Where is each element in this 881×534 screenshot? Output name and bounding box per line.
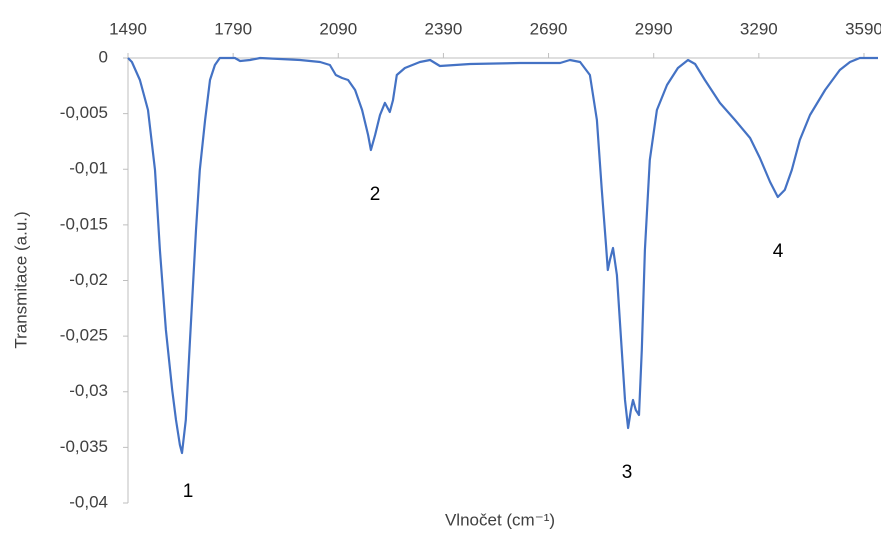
y-axis-label: Transmitace (a.u.)	[11, 211, 30, 348]
x-axis-label: Vlnočet (cm⁻¹)	[445, 510, 555, 529]
peak-label: 2	[370, 184, 381, 205]
x-tick-label: 2990	[635, 19, 673, 38]
y-tick-label: -0,04	[69, 492, 108, 511]
x-tick-label: 2090	[319, 19, 357, 38]
y-tick-label: -0,02	[69, 270, 108, 289]
x-tick-label: 2390	[425, 19, 463, 38]
y-tick-label: -0,025	[60, 326, 108, 345]
x-tick-label: 1490	[109, 19, 147, 38]
peak-label: 1	[183, 481, 194, 502]
y-tick-label: -0,01	[69, 159, 108, 178]
series-line	[127, 56, 878, 455]
y-tick-label: -0,035	[60, 437, 108, 456]
y-tick-label: -0,015	[60, 214, 108, 233]
x-tick-label: 1790	[214, 19, 252, 38]
y-tick-label: -0,005	[60, 103, 108, 122]
y-tick-label: 0	[99, 47, 108, 66]
x-tick-label: 2690	[530, 19, 568, 38]
peak-label: 4	[773, 241, 784, 262]
x-tick-label: 3290	[740, 19, 778, 38]
y-tick-label: -0,03	[69, 381, 108, 400]
x-tick-label: 3590	[845, 19, 881, 38]
peak-label: 3	[622, 462, 633, 483]
